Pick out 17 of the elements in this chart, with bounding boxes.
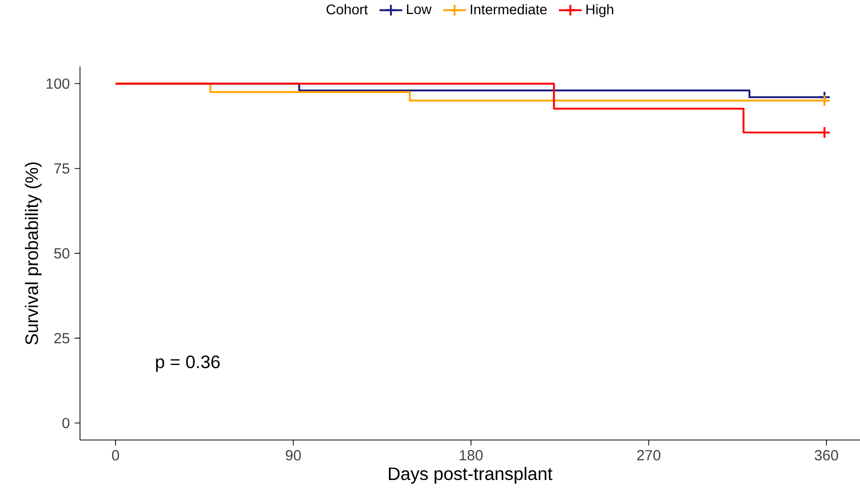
y-axis-title: Survival probability (%) xyxy=(24,162,42,345)
x-tick-label: 180 xyxy=(460,450,483,461)
legend-title: Cohort xyxy=(326,4,368,15)
x-tick-label: 360 xyxy=(814,450,838,461)
x-tick-label: 90 xyxy=(286,450,301,461)
legend-label: Low xyxy=(407,4,432,14)
y-tick-label: 25 xyxy=(54,333,70,344)
legend-label: High xyxy=(586,4,614,18)
x-axis-title: Days post-transplant xyxy=(388,467,552,484)
y-tick-label: 50 xyxy=(54,248,70,259)
x-tick-label: 0 xyxy=(112,450,120,461)
y-tick-label: 75 xyxy=(54,164,70,174)
y-tick-label: 0 xyxy=(62,418,70,428)
annotation: p = 0.36 xyxy=(156,356,220,372)
y-tick-label: 100 xyxy=(46,78,70,89)
legend-label: Intermediate xyxy=(470,4,547,15)
x-tick-label: 270 xyxy=(637,450,660,461)
